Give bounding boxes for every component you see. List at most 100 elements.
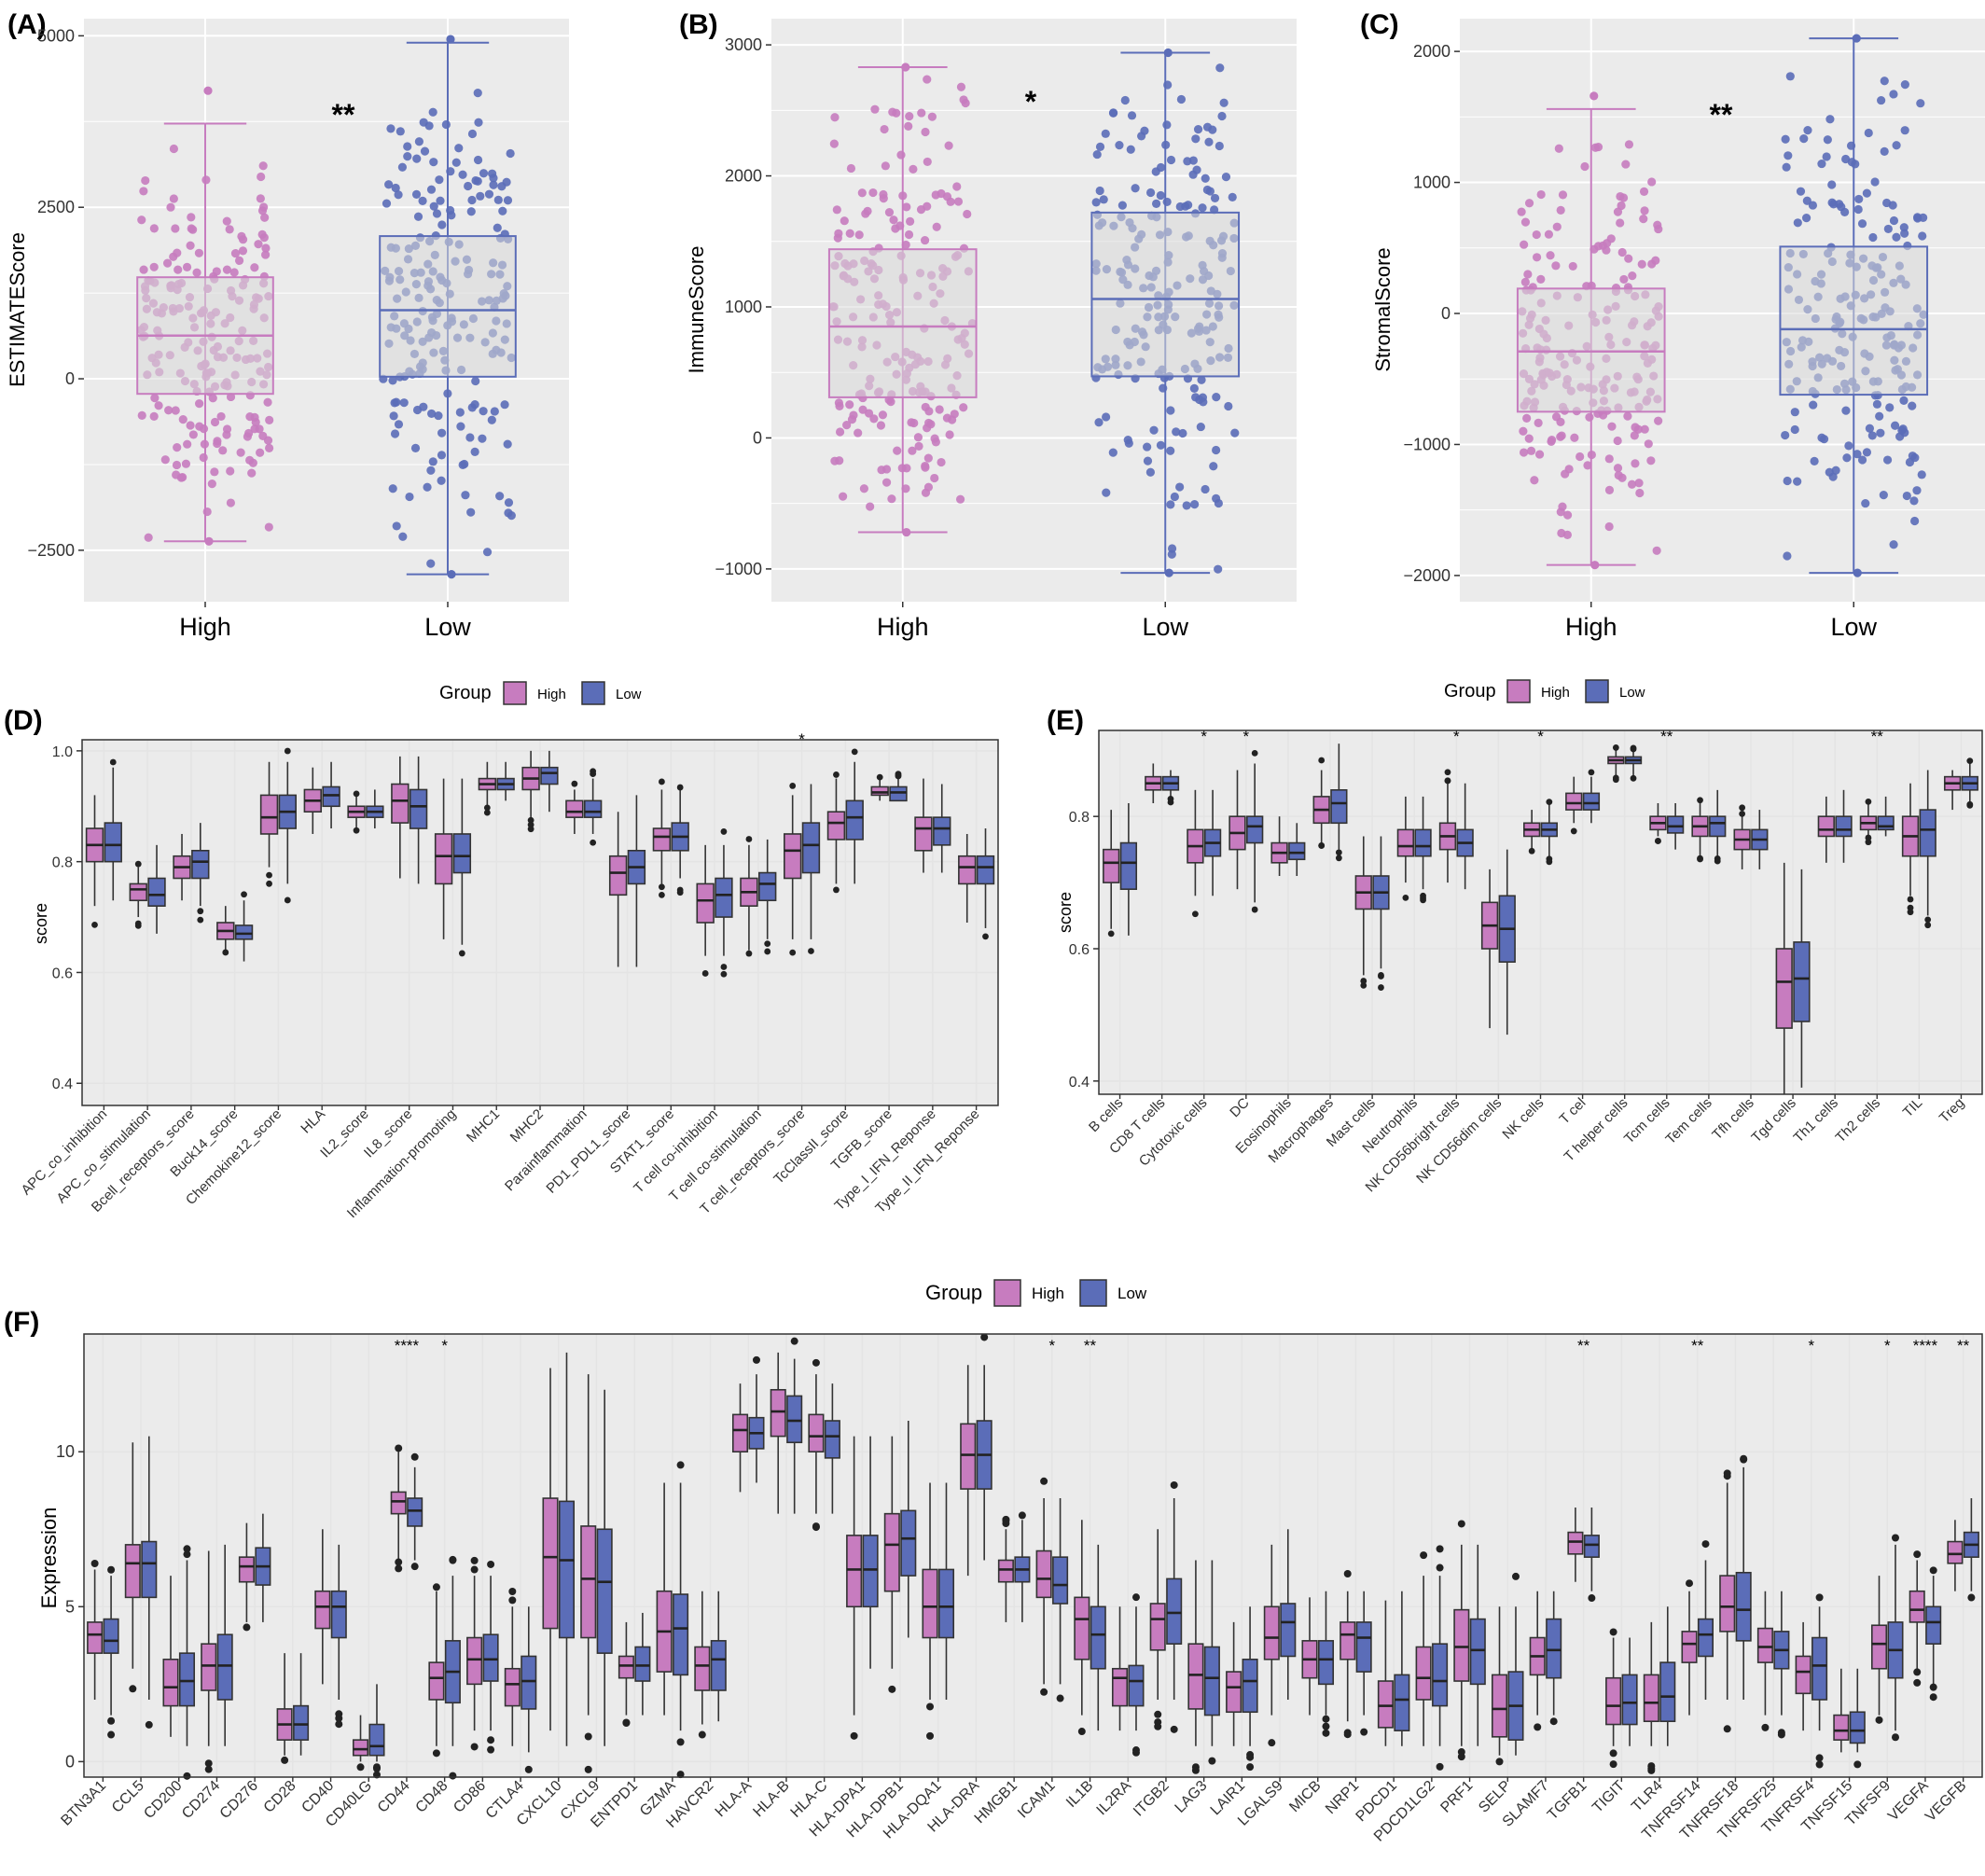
box-body xyxy=(960,1423,977,1490)
data-point xyxy=(1875,411,1884,421)
outlier xyxy=(204,1765,213,1773)
outlier xyxy=(410,1563,419,1571)
data-point xyxy=(1890,421,1900,430)
data-point xyxy=(506,148,515,159)
box-havcr2-low xyxy=(710,1591,727,1722)
box-body xyxy=(147,877,166,907)
box-body xyxy=(1469,1618,1486,1686)
y-axis-label-b: ImmuneScore xyxy=(685,246,708,374)
data-point xyxy=(263,397,272,407)
data-point xyxy=(1534,450,1545,459)
data-point xyxy=(436,196,445,205)
box-body xyxy=(1111,1667,1129,1707)
data-point xyxy=(1091,198,1101,207)
outlier xyxy=(1335,855,1342,862)
box-pdcd1lg2-low xyxy=(1432,1545,1449,1771)
data-point xyxy=(1910,516,1920,526)
box-body xyxy=(1605,1676,1622,1726)
data-point xyxy=(429,201,438,211)
data-point xyxy=(428,107,437,117)
data-point xyxy=(451,158,461,167)
data-point xyxy=(926,420,936,429)
box-dc-high xyxy=(1228,770,1246,890)
plot-marks-a: −2500 0 2500 5000 High Low xyxy=(27,19,569,641)
box-tnfsf9-low xyxy=(1887,1534,1904,1742)
outlier xyxy=(1739,804,1746,812)
box-inflammation-promoting-high xyxy=(434,778,453,939)
outlier xyxy=(1907,896,1914,903)
box-body xyxy=(330,1590,347,1639)
box-body xyxy=(409,788,428,829)
outlier xyxy=(483,809,491,816)
x-tick-label-cd276: CD276 xyxy=(217,1778,261,1822)
box-body xyxy=(407,1497,423,1527)
data-point xyxy=(245,455,255,466)
data-point xyxy=(1624,140,1634,149)
box-eosinophils-high xyxy=(1270,816,1288,876)
data-point xyxy=(166,202,175,212)
data-point xyxy=(834,398,843,408)
box-cd276-high xyxy=(238,1522,255,1632)
box-cytotoxic-cells-high xyxy=(1187,789,1204,918)
outlier xyxy=(1378,973,1384,980)
box-cytotoxic-cells-low xyxy=(1203,789,1222,896)
outlier xyxy=(789,949,797,956)
box-cd40-low xyxy=(330,1544,347,1729)
data-point xyxy=(265,443,274,452)
box-tcclassii-score-high xyxy=(826,771,846,894)
data-point xyxy=(1095,142,1105,151)
y-tick-label: 3000 xyxy=(725,35,762,54)
data-point xyxy=(226,466,235,476)
box-body xyxy=(482,1633,499,1682)
box-body xyxy=(583,799,603,818)
x-tick-label-micb: MICB xyxy=(1286,1778,1324,1815)
box-body xyxy=(542,1497,559,1630)
data-point xyxy=(842,421,852,430)
data-point xyxy=(1916,99,1925,108)
outlier xyxy=(458,950,465,957)
data-point xyxy=(1196,422,1205,432)
outlier xyxy=(1570,827,1577,835)
outlier xyxy=(1701,1540,1710,1549)
data-point xyxy=(1823,135,1832,145)
box-cd40-high xyxy=(314,1529,331,1685)
data-point xyxy=(1166,406,1175,415)
outlier xyxy=(527,816,534,824)
data-point xyxy=(1197,375,1206,384)
data-point xyxy=(1617,473,1627,482)
data-point xyxy=(473,155,483,165)
data-point xyxy=(1526,446,1536,455)
data-point xyxy=(1202,122,1213,132)
data-point xyxy=(1162,197,1172,207)
outlier xyxy=(701,970,709,977)
outlier xyxy=(1686,1579,1694,1588)
outlier xyxy=(1378,984,1384,991)
box-buck14-score-low xyxy=(234,891,254,962)
box-lgals9-high xyxy=(1263,1544,1280,1747)
significance-tcm-cells: ** xyxy=(1660,728,1673,745)
box-body xyxy=(696,882,715,924)
data-point xyxy=(1212,445,1221,455)
box-body xyxy=(178,1652,196,1707)
data-point xyxy=(247,468,257,478)
box-body xyxy=(889,785,908,802)
box-body xyxy=(1565,792,1583,811)
data-point xyxy=(1876,428,1885,438)
box-body xyxy=(958,855,977,885)
data-point xyxy=(1882,455,1893,465)
data-point xyxy=(854,428,863,438)
outlier xyxy=(1966,757,1974,765)
data-point xyxy=(1782,162,1791,172)
plot-marks-b: −1000 0 1000 2000 3000 High Low xyxy=(715,19,1297,641)
box-body xyxy=(1317,1640,1335,1686)
box-hla-b-low xyxy=(786,1337,803,1514)
data-point xyxy=(441,119,451,130)
data-point xyxy=(394,420,404,429)
data-point xyxy=(1209,462,1218,471)
data-point xyxy=(1532,253,1542,262)
box-body xyxy=(1582,792,1601,811)
y-tick-label: 0.4 xyxy=(1069,1075,1090,1091)
box-b-cells-low xyxy=(1119,803,1138,936)
box-cd200-high xyxy=(162,1576,179,1737)
data-point xyxy=(956,82,966,91)
